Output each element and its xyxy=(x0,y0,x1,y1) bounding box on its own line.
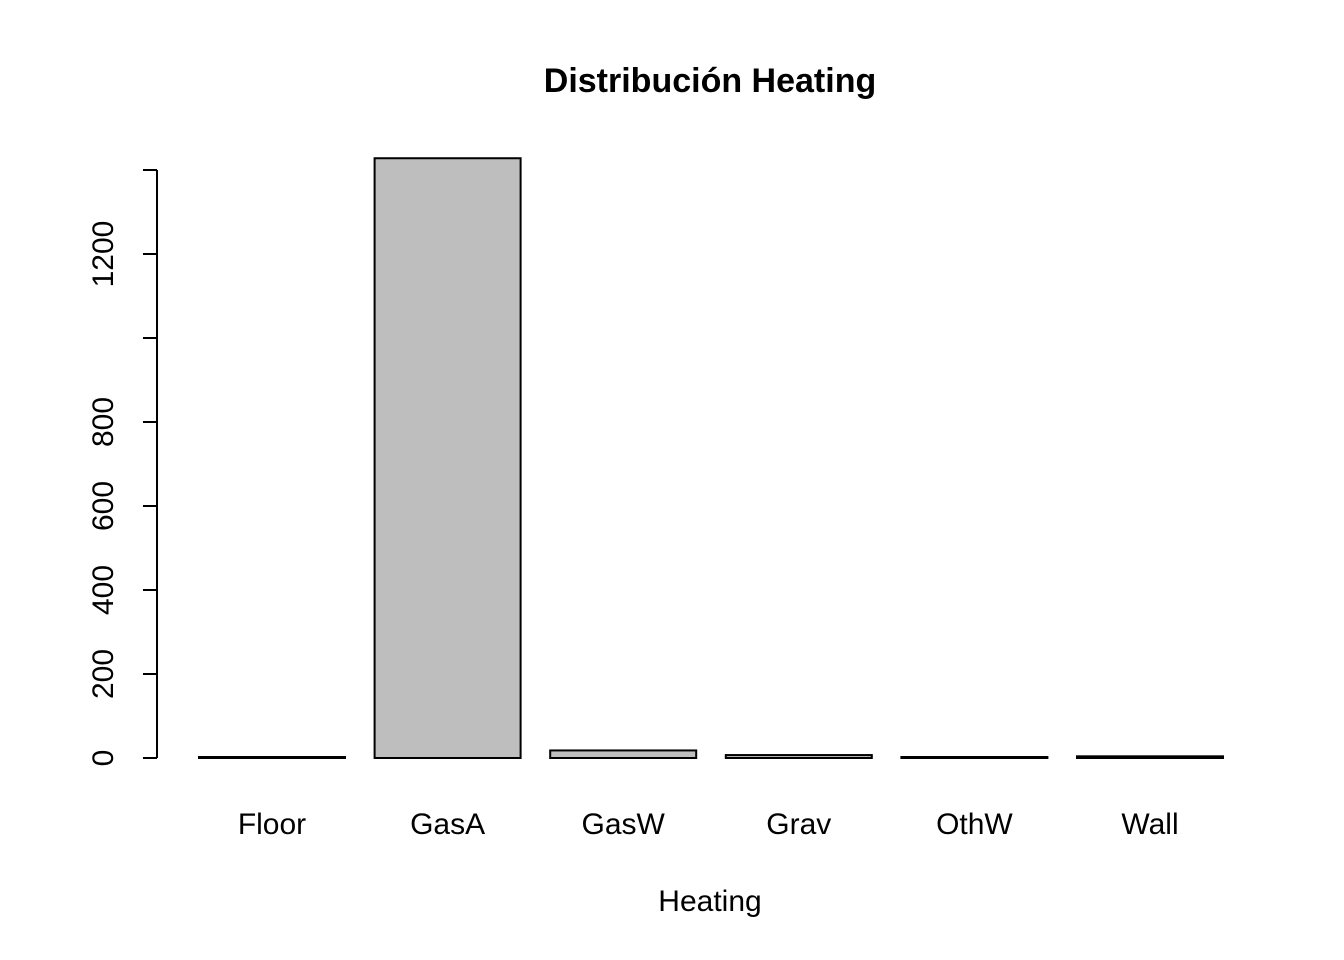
x-axis-label: Heating xyxy=(658,885,761,918)
x-tick-label-gasa: GasA xyxy=(410,808,485,841)
bar-gasa xyxy=(373,157,522,760)
x-tick-label-grav: Grav xyxy=(766,808,831,841)
bar-grav xyxy=(724,754,873,759)
x-tick-label-wall: Wall xyxy=(1121,808,1178,841)
y-tick-label: 1200 xyxy=(87,221,120,288)
x-tick-labels: Floor GasA GasW Grav OthW Wall xyxy=(238,808,1179,841)
bar-othw xyxy=(900,756,1049,759)
x-tick-label-gasw: GasW xyxy=(582,808,666,841)
x-tick-label-othw: OthW xyxy=(936,808,1013,841)
y-tick-label: 600 xyxy=(87,481,120,531)
y-tick-label: 200 xyxy=(87,649,120,699)
bar-floor xyxy=(198,756,346,759)
bar-gasw xyxy=(549,749,698,760)
chart-title: Distribución Heating xyxy=(544,62,876,100)
y-axis: 0 200 400 600 800 1200 xyxy=(87,169,158,767)
x-tick-label-floor: Floor xyxy=(238,808,306,841)
y-tick-label: 800 xyxy=(87,397,120,447)
y-tick-label: 0 xyxy=(87,750,120,767)
bars-group xyxy=(198,157,1224,760)
y-tick-label: 400 xyxy=(87,565,120,615)
bar-wall xyxy=(1076,755,1224,760)
